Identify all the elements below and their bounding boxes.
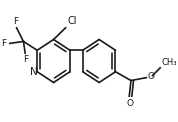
- Text: O: O: [127, 99, 134, 108]
- Text: F: F: [13, 17, 18, 26]
- Text: Cl: Cl: [67, 16, 77, 26]
- Text: CH₃: CH₃: [161, 58, 177, 67]
- Text: N: N: [30, 67, 38, 77]
- Text: O: O: [147, 72, 154, 81]
- Text: F: F: [23, 55, 29, 64]
- Text: F: F: [1, 39, 6, 48]
